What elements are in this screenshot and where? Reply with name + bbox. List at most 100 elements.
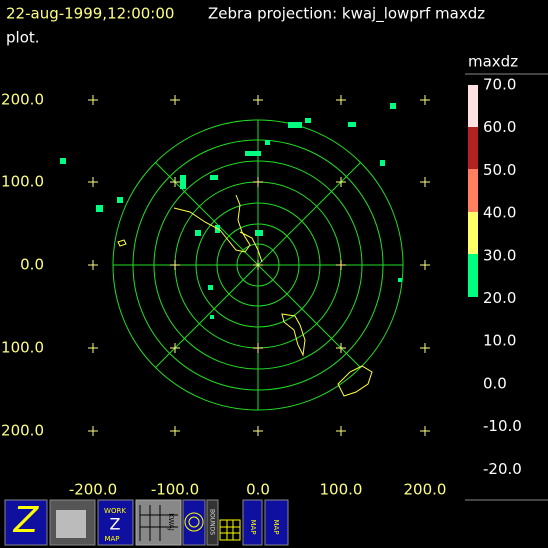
zebra-button[interactable] (4, 499, 48, 546)
azimuth-spoke (155, 264, 259, 368)
work-label: WORK (104, 507, 126, 515)
echo (265, 140, 270, 145)
y-tick-label: 0.0 (20, 256, 44, 274)
timestamp: 22-aug-1999,12:00:00 (6, 5, 174, 23)
grid-cross (336, 177, 346, 187)
echo (255, 230, 263, 236)
zebra-icon: Z (13, 500, 40, 541)
colorbar-label: 10.0 (483, 332, 516, 350)
echo (60, 158, 66, 164)
title: Zebra projection: kwaj_lowprf maxdz (208, 5, 485, 24)
grid-cross (170, 177, 180, 187)
rings-icon (188, 516, 200, 528)
y-tick-label: 200.0 (1, 422, 44, 440)
grid-cross (420, 177, 430, 187)
colorbar-label: 20.0 (483, 289, 516, 307)
grid-cross (253, 426, 263, 436)
grid-cross (253, 177, 263, 187)
y-tick-label: 100.0 (1, 173, 44, 191)
colorbar-label: 70.0 (483, 76, 516, 94)
grid-crosses (88, 95, 430, 436)
x-tick-label: -200.0 (69, 481, 117, 499)
color-swatch (468, 85, 478, 127)
grid-cross (420, 260, 430, 270)
x-tick-label: 0.0 (246, 481, 270, 499)
bounds-button[interactable] (206, 499, 219, 546)
grid-cross (170, 426, 180, 436)
map-label: MAP (249, 519, 257, 534)
grid-cross (88, 95, 98, 105)
work-map-button[interactable] (97, 499, 134, 546)
grid-cross (170, 260, 180, 270)
colorbar-label: -10.0 (483, 417, 522, 435)
color-swatch (468, 127, 478, 169)
grid-cross (336, 260, 346, 270)
grid-cross (336, 343, 346, 353)
colorbar-label: 40.0 (483, 204, 516, 222)
coastline (117, 239, 127, 247)
grid-icon (220, 520, 240, 540)
colorbar-label: -20.0 (483, 460, 522, 478)
coastline (173, 194, 263, 263)
x-tick-label: 100.0 (320, 481, 363, 499)
echo (208, 285, 213, 290)
echo (288, 122, 302, 128)
echo (96, 205, 103, 212)
grid-cross (336, 426, 346, 436)
colorbar (468, 85, 478, 297)
toolbar: Z WORK Z MAP KWAJ BOUNDS MAP MAP (4, 499, 289, 546)
kwaj-button[interactable] (135, 499, 182, 546)
grid-cross (88, 426, 98, 436)
coastline (281, 313, 306, 357)
colorbar-label: 30.0 (483, 246, 516, 264)
color-swatch (468, 212, 478, 254)
echo (305, 118, 311, 123)
echo (195, 230, 201, 236)
grid-cross (170, 343, 180, 353)
work-map-label: MAP (104, 535, 119, 543)
azimuth-spoke (257, 264, 361, 368)
azimuth-spoke (155, 162, 259, 266)
echo (398, 278, 402, 282)
echo (380, 160, 385, 166)
map-label: MAP (272, 519, 280, 534)
color-swatch (468, 254, 478, 297)
x-axis-labels: -200.0 -100.0 0.0 100.0 200.0 (69, 481, 447, 499)
rings-icon (184, 512, 204, 532)
echo (180, 175, 186, 189)
y-tick-label: 200.0 (1, 91, 44, 109)
map-button[interactable] (242, 499, 263, 546)
colorbar-label: 0.0 (483, 374, 507, 392)
x-tick-label: -100.0 (151, 481, 199, 499)
echo (210, 175, 218, 180)
grid-cross (88, 177, 98, 187)
colorbar-labels: 70.0 60.0 50.0 40.0 30.0 20.0 10.0 0.0 -10.0 -20.… (483, 76, 522, 478)
map-button[interactable] (264, 499, 289, 546)
color-swatch (468, 169, 478, 212)
title-cont: plot. (6, 29, 40, 47)
work-z: Z (110, 515, 121, 534)
y-axis-labels: 200.0 100.0 0.0 100.0 200.0 (1, 91, 44, 440)
echo (348, 122, 356, 127)
y-tick-label: 100.0 (1, 339, 44, 357)
grid-cross (336, 95, 346, 105)
grid-cross (170, 95, 180, 105)
grid-cross (253, 95, 263, 105)
rings-button[interactable] (182, 499, 206, 546)
echo (210, 315, 214, 319)
grid-cross (253, 260, 263, 270)
echo (390, 103, 396, 109)
echo (117, 197, 123, 203)
grid-cross (88, 343, 98, 353)
grid-cross (253, 343, 263, 353)
echo (245, 151, 261, 156)
colorbar-label: 50.0 (483, 161, 516, 179)
coastline (337, 365, 373, 397)
grid-cross (88, 260, 98, 270)
grid-cross (420, 343, 430, 353)
grid-button[interactable] (219, 519, 241, 541)
colorbar-label: 60.0 (483, 118, 516, 136)
azimuth-spoke (257, 162, 361, 266)
